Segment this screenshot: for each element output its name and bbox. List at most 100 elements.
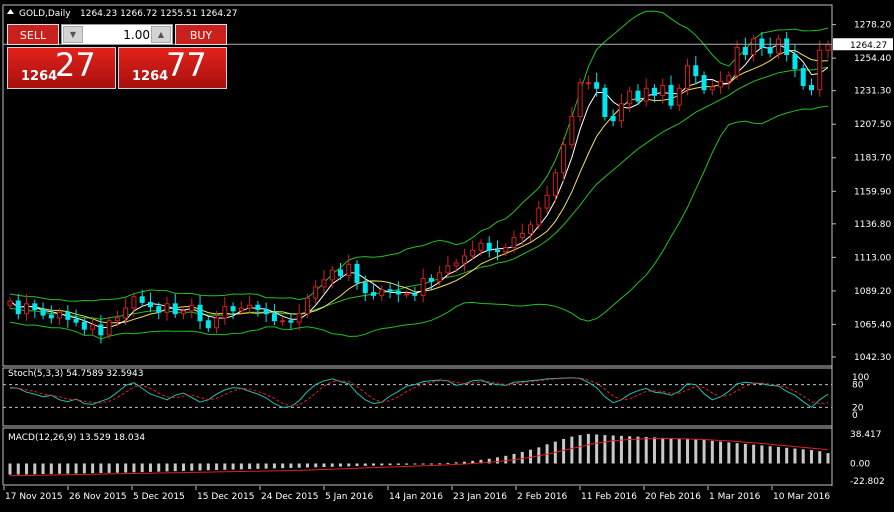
buy-button[interactable]: BUY — [175, 24, 227, 45]
stoch-signal-line — [10, 377, 829, 407]
macd-bar — [206, 463, 210, 471]
macd-bar — [16, 463, 20, 475]
lot-size-input[interactable] — [84, 26, 150, 43]
candle-body — [412, 293, 418, 296]
macd-bar — [826, 453, 830, 464]
macd-bar — [686, 438, 690, 464]
candle-body — [131, 296, 137, 309]
candle-body — [81, 321, 87, 330]
macd-bar — [239, 463, 243, 470]
y-tick-label: 1136.80 — [854, 220, 891, 230]
macd-bar — [421, 463, 425, 465]
candle-body — [24, 303, 30, 315]
macd-bar — [611, 435, 615, 464]
candle-body — [329, 269, 335, 281]
macd-bar — [322, 463, 326, 468]
lot-increase-button[interactable]: ▲ — [151, 26, 171, 43]
macd-bar — [355, 463, 359, 467]
candle-body — [784, 38, 790, 55]
macd-bar — [223, 463, 227, 470]
bollinger-lower-line — [9, 105, 829, 340]
collapse-triangle-icon[interactable] — [7, 9, 14, 14]
candle-body — [569, 115, 575, 146]
candle-body — [759, 38, 765, 48]
sell-price-box[interactable]: 1264 27 — [7, 46, 116, 89]
candle-body — [701, 75, 707, 91]
candle-body — [98, 324, 104, 336]
macd-bar — [710, 440, 714, 464]
candle-body — [404, 293, 410, 296]
macd-bar — [694, 439, 698, 464]
macd-bar — [91, 463, 95, 474]
macd-bar — [628, 436, 632, 464]
macd-bar — [454, 462, 458, 464]
candle-body — [602, 87, 608, 117]
candle-body — [48, 314, 54, 319]
candle-body — [817, 49, 823, 91]
y-tick-label: 1231.30 — [854, 87, 891, 97]
sell-price-big: 27 — [55, 46, 96, 84]
macd-bar — [281, 463, 285, 469]
macd-bar — [272, 463, 276, 469]
candle-body — [32, 303, 38, 310]
macd-bar — [462, 461, 466, 464]
candle-body — [742, 46, 748, 55]
candle-body — [313, 286, 319, 299]
macd-bar — [305, 463, 309, 468]
candle-body — [751, 38, 757, 55]
candle-body — [255, 304, 261, 310]
candle-body — [519, 232, 525, 239]
y-tick-label: 1159.90 — [854, 187, 891, 197]
macd-bar — [25, 463, 29, 475]
macd-bar — [248, 463, 252, 470]
macd-bar — [289, 463, 293, 468]
candle-body — [222, 306, 228, 319]
lot-size-stepper[interactable]: ▼ ▲ — [61, 24, 173, 45]
candle-body — [238, 307, 244, 312]
y-tick-label: 1065.40 — [854, 320, 891, 330]
macd-bar — [190, 463, 194, 471]
candle-body — [346, 263, 352, 277]
sell-price-prefix: 1264 — [21, 69, 58, 84]
lot-decrease-button[interactable]: ▼ — [63, 26, 83, 43]
candle-body — [321, 279, 327, 288]
x-tick-label: 5 Dec 2015 — [133, 492, 185, 502]
macd-bar — [652, 437, 656, 464]
macd-bar — [619, 435, 623, 464]
x-tick-label: 20 Feb 2016 — [645, 492, 701, 502]
sell-button[interactable]: SELL — [7, 24, 59, 45]
candle-body — [825, 44, 831, 51]
macd-bar — [363, 463, 367, 466]
macd-bar — [636, 436, 640, 464]
x-tick-label: 5 Jan 2016 — [325, 492, 373, 502]
candle-body — [808, 84, 814, 91]
ohlc-readout: 1264.23 1266.72 1255.51 1264.27 — [80, 9, 237, 19]
macd-bar — [347, 463, 351, 467]
candle-body — [445, 265, 451, 274]
stoch-level-label: 20 — [852, 403, 864, 413]
buy-price-box[interactable]: 1264 77 — [118, 46, 227, 89]
candle-body — [123, 307, 129, 319]
macd-bar — [297, 463, 301, 468]
macd-bar — [818, 451, 822, 464]
candle-body — [106, 320, 112, 336]
candle-body — [511, 237, 517, 248]
x-axis: 17 Nov 2015 26 Nov 2015 5 Dec 2015 15 Dec 2… — [3, 486, 830, 502]
macd-bar — [735, 443, 739, 464]
candle-body — [296, 313, 302, 323]
macd-bar — [743, 443, 747, 464]
stoch-level-label: 80 — [852, 381, 864, 391]
x-tick-label: 26 Nov 2015 — [69, 492, 127, 502]
candle-body — [561, 144, 567, 174]
macd-bar — [107, 463, 111, 473]
candle-body — [693, 65, 699, 77]
macd-bar — [74, 463, 78, 474]
macd-bar — [82, 463, 86, 474]
macd-bar — [115, 463, 119, 473]
macd-bar — [669, 438, 673, 464]
macd-bar — [405, 463, 409, 465]
macd-bar — [372, 463, 376, 466]
macd-bar — [413, 463, 417, 465]
y-tick-label: 1207.50 — [854, 120, 891, 130]
